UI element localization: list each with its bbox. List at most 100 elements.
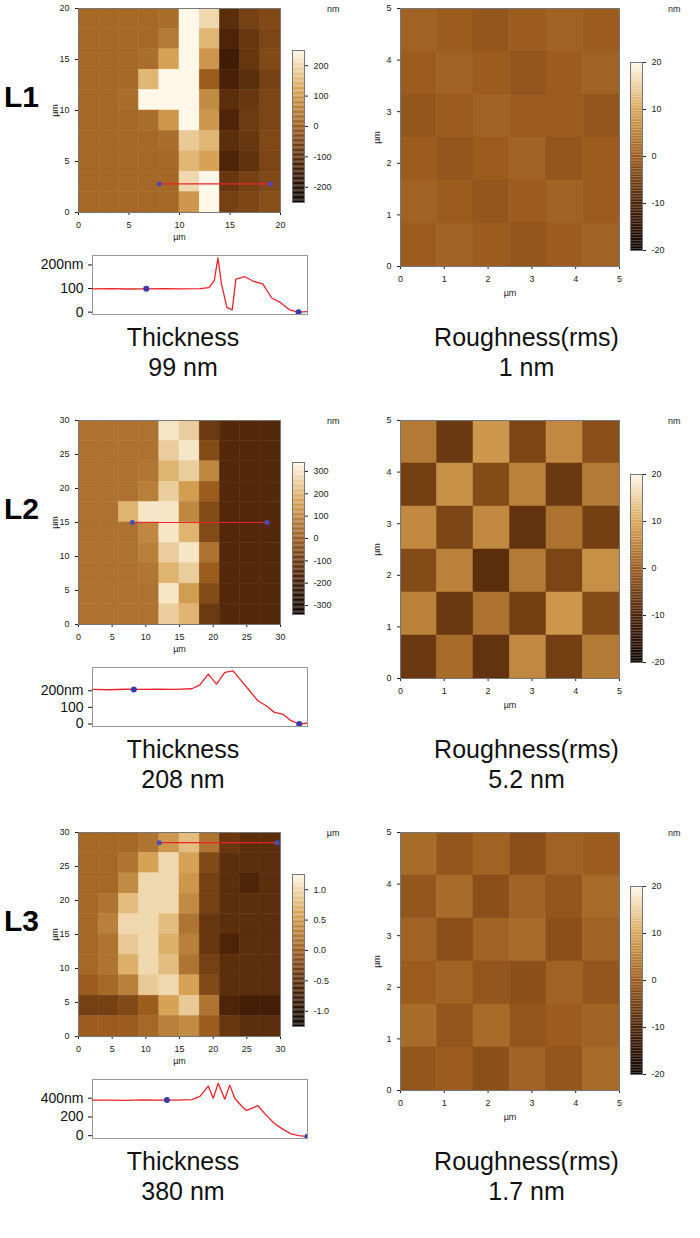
svg-text:100: 100 — [314, 91, 329, 101]
svg-text:0.0: 0.0 — [314, 945, 327, 955]
svg-text:nm: nm — [668, 4, 681, 14]
svg-text:nm: nm — [327, 4, 340, 14]
svg-text:2: 2 — [486, 1098, 491, 1108]
svg-text:0: 0 — [64, 619, 69, 629]
svg-text:400nm: 400nm — [41, 1090, 84, 1106]
svg-text:0: 0 — [398, 686, 403, 696]
svg-text:5: 5 — [617, 274, 622, 284]
svg-text:0: 0 — [64, 1031, 69, 1041]
svg-text:5: 5 — [64, 585, 69, 595]
svg-text:0: 0 — [398, 1098, 403, 1108]
svg-text:20: 20 — [59, 3, 69, 13]
svg-text:-100: -100 — [314, 152, 332, 162]
svg-text:10: 10 — [59, 105, 69, 115]
svg-text:1: 1 — [386, 210, 391, 220]
svg-text:-20: -20 — [652, 657, 665, 667]
svg-text:-0.5: -0.5 — [314, 976, 330, 986]
svg-text:20: 20 — [652, 881, 662, 891]
svg-text:10: 10 — [59, 963, 69, 973]
svg-text:5: 5 — [617, 1098, 622, 1108]
svg-text:5: 5 — [110, 632, 115, 642]
svg-text:0: 0 — [386, 1085, 391, 1095]
svg-text:15: 15 — [59, 54, 69, 64]
svg-text:100: 100 — [314, 511, 329, 521]
svg-text:20: 20 — [652, 469, 662, 479]
svg-text:0: 0 — [652, 563, 657, 573]
svg-text:0: 0 — [314, 121, 319, 131]
svg-text:5: 5 — [126, 220, 131, 230]
svg-text:10: 10 — [141, 1044, 151, 1054]
svg-text:4: 4 — [386, 879, 391, 889]
svg-text:25: 25 — [242, 632, 252, 642]
svg-text:0: 0 — [386, 673, 391, 683]
svg-text:4: 4 — [386, 467, 391, 477]
svg-text:200nm: 200nm — [41, 256, 84, 272]
svg-text:-300: -300 — [314, 600, 332, 610]
svg-text:1: 1 — [442, 274, 447, 284]
svg-text:µm: µm — [372, 131, 382, 144]
svg-text:10: 10 — [141, 632, 151, 642]
svg-text:2: 2 — [486, 274, 491, 284]
svg-text:5: 5 — [617, 686, 622, 696]
svg-text:5: 5 — [64, 997, 69, 1007]
svg-text:1: 1 — [386, 622, 391, 632]
svg-text:5: 5 — [64, 156, 69, 166]
svg-text:15: 15 — [59, 929, 69, 939]
svg-text:25: 25 — [242, 1044, 252, 1054]
svg-text:-10: -10 — [652, 198, 665, 208]
svg-text:25: 25 — [59, 449, 69, 459]
svg-text:µm: µm — [327, 828, 340, 838]
svg-text:2: 2 — [486, 686, 491, 696]
svg-text:0: 0 — [76, 304, 84, 320]
svg-text:4: 4 — [573, 1098, 578, 1108]
svg-text:0: 0 — [314, 533, 319, 543]
svg-text:µm: µm — [173, 232, 186, 242]
svg-text:200nm: 200nm — [41, 682, 84, 698]
svg-text:3: 3 — [386, 519, 391, 529]
svg-text:0: 0 — [76, 1044, 81, 1054]
svg-text:2: 2 — [386, 570, 391, 580]
svg-text:µm: µm — [372, 955, 382, 968]
svg-text:-100: -100 — [314, 556, 332, 566]
svg-text:-10: -10 — [652, 1022, 665, 1032]
svg-text:-1.0: -1.0 — [314, 1006, 330, 1016]
svg-text:-200: -200 — [314, 182, 332, 192]
svg-text:0: 0 — [398, 274, 403, 284]
svg-text:0.5: 0.5 — [314, 915, 327, 925]
svg-text:25: 25 — [59, 861, 69, 871]
svg-text:2: 2 — [386, 158, 391, 168]
svg-text:3: 3 — [386, 931, 391, 941]
svg-text:20: 20 — [59, 483, 69, 493]
svg-text:200: 200 — [314, 61, 329, 71]
svg-text:0: 0 — [64, 207, 69, 217]
svg-text:µm: µm — [504, 288, 517, 298]
svg-text:4: 4 — [573, 686, 578, 696]
svg-text:µm: µm — [50, 928, 60, 941]
svg-text:5: 5 — [386, 827, 391, 837]
svg-text:4: 4 — [386, 55, 391, 65]
svg-text:5: 5 — [386, 415, 391, 425]
svg-text:10: 10 — [652, 104, 662, 114]
svg-text:nm: nm — [327, 416, 340, 426]
svg-text:µm: µm — [504, 700, 517, 710]
svg-text:30: 30 — [59, 415, 69, 425]
svg-text:30: 30 — [275, 632, 285, 642]
svg-text:2: 2 — [386, 982, 391, 992]
svg-text:0: 0 — [76, 715, 84, 731]
svg-text:µm: µm — [50, 516, 60, 529]
svg-text:20: 20 — [652, 57, 662, 67]
svg-text:30: 30 — [275, 1044, 285, 1054]
svg-text:10: 10 — [652, 928, 662, 938]
svg-text:0: 0 — [386, 261, 391, 271]
svg-text:nm: nm — [668, 416, 681, 426]
svg-text:µm: µm — [173, 1056, 186, 1066]
svg-text:4: 4 — [573, 274, 578, 284]
svg-text:100: 100 — [60, 280, 84, 296]
svg-text:3: 3 — [529, 1098, 534, 1108]
svg-text:nm: nm — [668, 828, 681, 838]
svg-text:-10: -10 — [652, 610, 665, 620]
svg-text:0: 0 — [652, 151, 657, 161]
svg-text:10: 10 — [174, 220, 184, 230]
svg-text:20: 20 — [275, 220, 285, 230]
svg-text:15: 15 — [174, 632, 184, 642]
